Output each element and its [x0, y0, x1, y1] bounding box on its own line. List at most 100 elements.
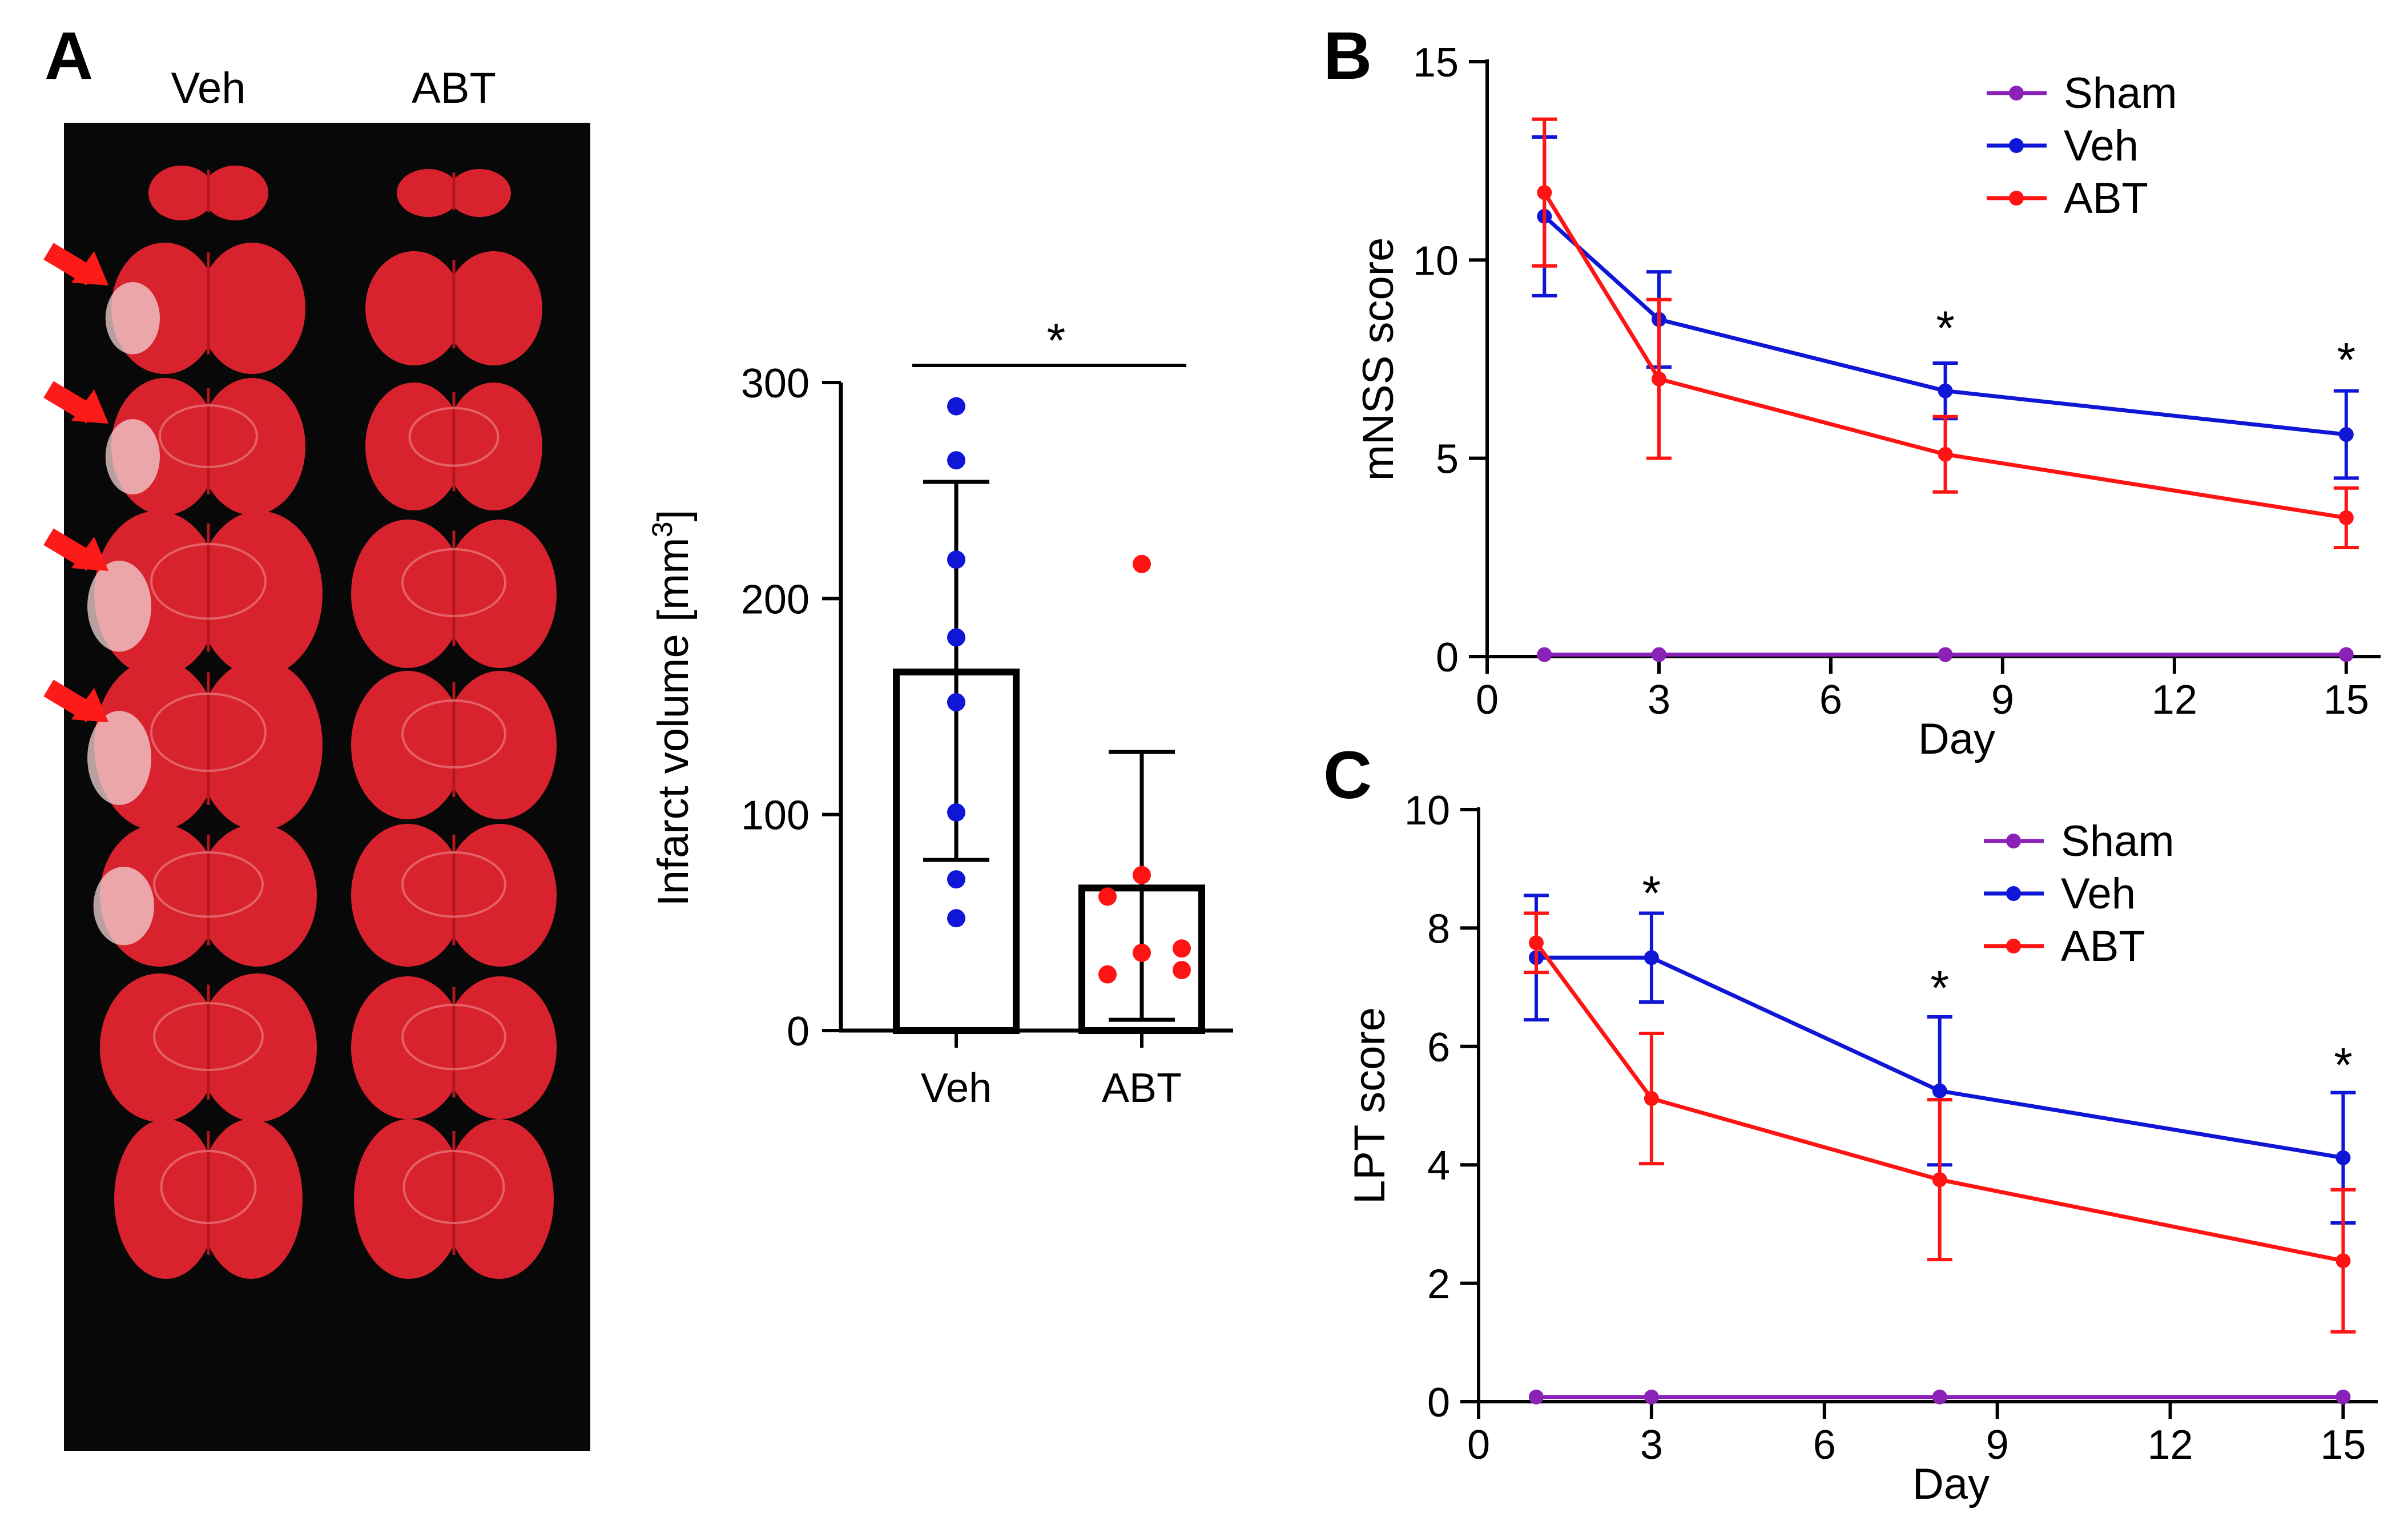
x-axis-label: Day	[1912, 1460, 1990, 1508]
cortex-contour	[401, 699, 506, 768]
y-tick-label: 8	[1427, 906, 1450, 952]
y-axis-label: LPT score	[1346, 1007, 1394, 1204]
legend-marker	[2006, 886, 2021, 901]
legend-label: Sham	[2061, 817, 2175, 866]
data-point	[2335, 1389, 2351, 1405]
legend-item-veh: Veh	[1987, 122, 2139, 170]
brain-section	[351, 520, 557, 668]
data-point	[947, 870, 965, 889]
brain-section	[365, 383, 542, 510]
data-point	[1644, 1389, 1659, 1405]
data-point	[2338, 510, 2354, 525]
data-point	[1173, 939, 1191, 958]
data-point	[2338, 426, 2354, 442]
infarct-region	[105, 282, 160, 355]
legend-item-abt: ABT	[1987, 174, 2148, 223]
significance-star: *	[2337, 333, 2355, 387]
arrow-head	[71, 251, 108, 285]
data-point	[1651, 371, 1666, 387]
series-line	[1543, 191, 2347, 520]
series-line	[1535, 941, 2344, 1263]
data-point	[1133, 554, 1151, 573]
infarct-region	[93, 867, 154, 945]
brain-hemisphere	[148, 166, 215, 220]
y-tick-label: 5	[1436, 437, 1459, 482]
data-point	[1537, 185, 1552, 200]
data-point	[2338, 647, 2354, 662]
data-point	[947, 628, 965, 647]
brain-section	[105, 378, 305, 515]
brain-hemisphere	[445, 251, 542, 365]
arrow-head	[71, 688, 108, 722]
data-point	[947, 803, 965, 822]
cortex-contour	[408, 407, 500, 467]
cortex-contour	[402, 1150, 505, 1224]
photo-header-veh: Veh	[171, 64, 245, 112]
data-point	[947, 451, 965, 470]
legend-label: ABT	[2064, 174, 2148, 223]
brain-hemisphere	[197, 659, 323, 831]
bar-x-tick-label: ABT	[1102, 1065, 1182, 1111]
series-sham	[1528, 1389, 2351, 1405]
brain-hemisphere	[445, 383, 542, 510]
brain-hemisphere	[448, 169, 511, 217]
brain-hemisphere	[199, 378, 305, 515]
brain-hemisphere	[100, 973, 219, 1122]
brain-hemisphere	[351, 671, 464, 819]
legend-item-veh: Veh	[1984, 870, 2136, 918]
infarct-region	[87, 711, 151, 805]
brain-section	[351, 824, 557, 967]
legend-item-sham: Sham	[1987, 69, 2177, 118]
data-point	[1938, 383, 1953, 399]
cortex-contour	[153, 1002, 264, 1071]
y-tick-label: 6	[1427, 1025, 1450, 1071]
brain-hemisphere	[351, 976, 464, 1119]
brain-hemisphere	[198, 973, 317, 1122]
series-veh	[1532, 135, 2359, 480]
x-tick-label: 0	[1467, 1422, 1490, 1468]
x-tick-label: 12	[2147, 1422, 2193, 1468]
brain-hemisphere	[351, 520, 464, 668]
bar-x-tick-label: Veh	[921, 1065, 992, 1111]
y-tick-label: 0	[1427, 1380, 1450, 1426]
x-tick-label: 12	[2152, 677, 2197, 723]
legend-marker	[2006, 834, 2021, 848]
x-tick-label: 3	[1640, 1422, 1663, 1468]
x-tick-label: 6	[1819, 677, 1842, 723]
infarct-region	[105, 419, 160, 494]
y-tick-label: 0	[1436, 635, 1459, 681]
red-arrow	[43, 679, 108, 722]
data-point	[1098, 887, 1117, 906]
series-line	[1543, 215, 2347, 437]
brain-section	[87, 511, 323, 677]
y-tick-label: 4	[1427, 1143, 1450, 1189]
data-point	[1133, 866, 1151, 884]
brain-hemisphere	[197, 511, 323, 677]
data-point	[1173, 961, 1191, 980]
legend-label: ABT	[2061, 922, 2145, 971]
cortex-contour	[159, 404, 258, 468]
y-tick-label: 10	[1413, 238, 1459, 284]
significance-star: *	[1047, 313, 1066, 367]
x-tick-label: 15	[2324, 677, 2369, 723]
x-tick-label: 9	[1986, 1422, 2009, 1468]
legend-label: Veh	[2061, 870, 2136, 918]
y-tick-label: 2	[1427, 1262, 1450, 1307]
y-tick-label: 15	[1413, 40, 1459, 86]
significance-star: *	[1936, 301, 1955, 355]
data-point	[1528, 935, 1544, 951]
data-point	[2335, 1150, 2351, 1165]
infarct-region	[87, 561, 151, 652]
panel-label-b: B	[1323, 18, 1372, 94]
red-arrow	[43, 243, 108, 285]
significance-star: *	[1642, 866, 1661, 920]
legend-item-sham: Sham	[1984, 817, 2175, 866]
brain-section	[397, 169, 511, 217]
brain-section	[93, 824, 317, 967]
x-tick-label: 6	[1813, 1422, 1836, 1468]
significance-star: *	[2334, 1038, 2353, 1092]
data-point	[1133, 943, 1151, 962]
